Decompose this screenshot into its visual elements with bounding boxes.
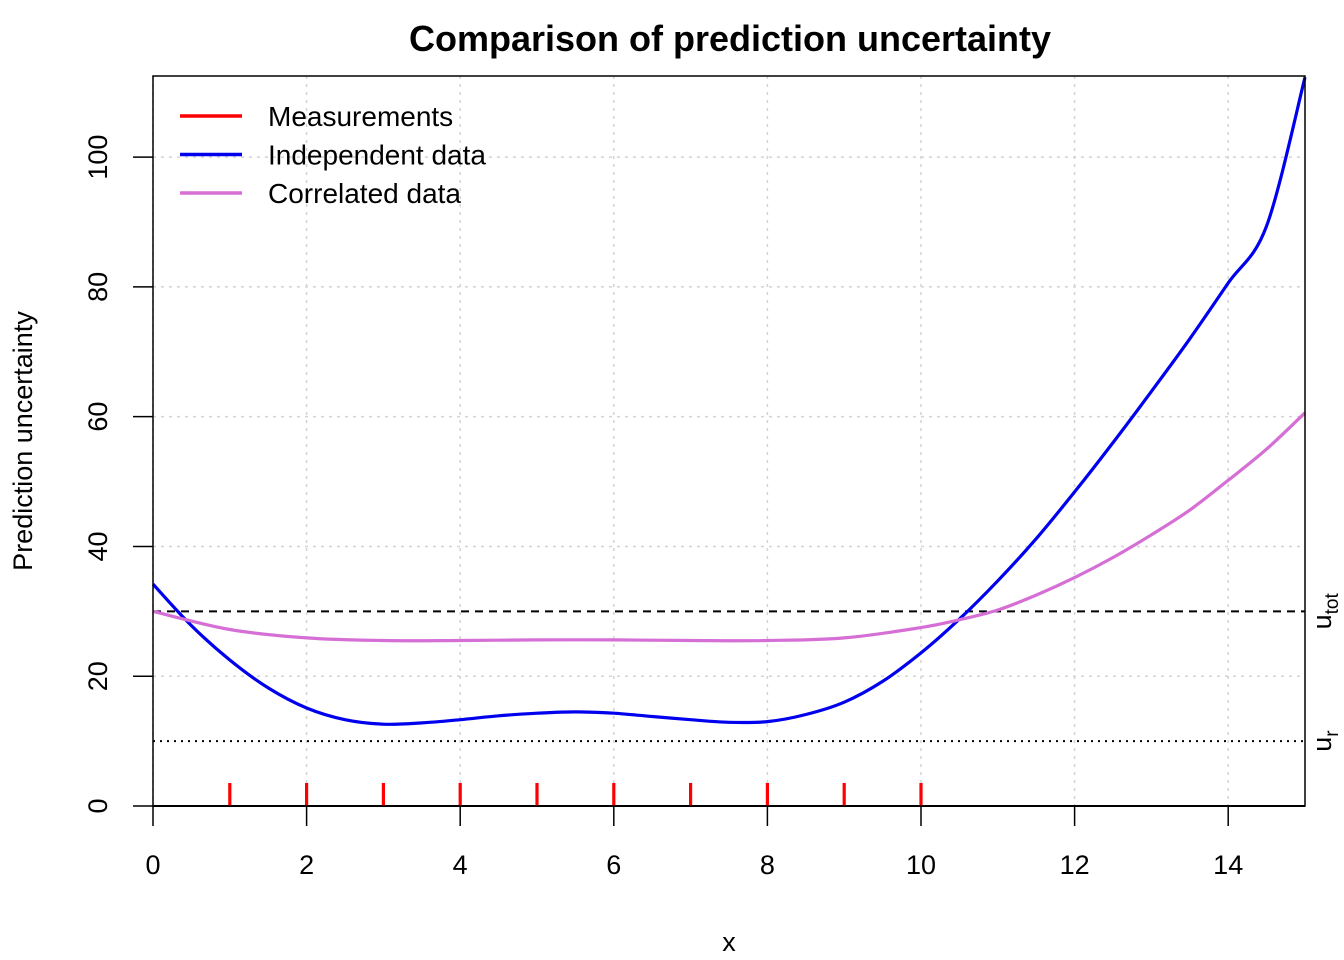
x-tick-label: 12	[1060, 850, 1090, 880]
y-tick-label: 100	[83, 135, 113, 180]
reference-symbol: u	[1307, 737, 1337, 752]
measurement-ticks	[228, 783, 923, 806]
y-tick-label: 40	[83, 531, 113, 561]
reference-subscript: r	[1322, 730, 1343, 737]
series-line-correlated-data	[152, 411, 1307, 643]
x-tick-label: 6	[606, 850, 621, 880]
reference-label-tot: utot	[1307, 593, 1343, 630]
x-tick-label: 4	[453, 850, 468, 880]
x-tick-label: 0	[145, 850, 160, 880]
x-tick-label: 10	[906, 850, 936, 880]
y-axis-label: Prediction uncertainty	[8, 311, 38, 571]
y-tick-label: 20	[83, 661, 113, 691]
x-axis: 0 2 4 6 8 10 12 14	[145, 806, 1243, 880]
reference-subscript: tot	[1322, 593, 1343, 615]
y-tick-label: 0	[83, 798, 113, 813]
chart-title: Comparison of prediction uncertainty	[409, 18, 1051, 59]
legend-label: Independent data	[268, 140, 486, 171]
x-tick-label: 8	[760, 850, 775, 880]
series-line-independent-data	[151, 76, 1307, 726]
plot-frame	[152, 75, 1306, 807]
y-tick-label: 80	[83, 272, 113, 302]
series-layer	[151, 76, 1307, 726]
y-tick-label: 60	[83, 402, 113, 432]
x-axis-label: x	[722, 927, 736, 957]
legend: Measurements Independent data Correlated d…	[180, 101, 486, 209]
reference-symbol: u	[1307, 614, 1337, 629]
reference-label-r: ur	[1307, 730, 1343, 752]
x-tick-label: 2	[299, 850, 314, 880]
legend-label: Measurements	[268, 101, 453, 132]
legend-label: Correlated data	[268, 178, 461, 209]
y-axis: 0 20 40 60 80 100	[83, 135, 153, 814]
x-tick-label: 14	[1213, 850, 1243, 880]
